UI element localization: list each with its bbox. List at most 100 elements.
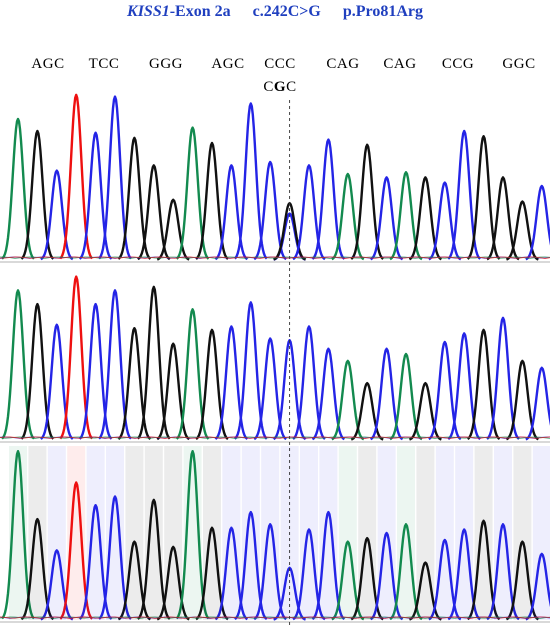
trace-panel [0, 275, 550, 443]
peak-c [292, 325, 326, 440]
peak-g [117, 540, 151, 621]
peak-c [40, 549, 74, 621]
codon-label: CAG [326, 56, 360, 72]
trace-panel [0, 93, 550, 263]
mutant-codon-label: CGC [263, 79, 296, 96]
peak-highlight [455, 446, 474, 620]
peak-c [214, 164, 249, 261]
peak-g [408, 176, 443, 261]
peak-g [505, 200, 539, 261]
peak-highlight [435, 446, 454, 620]
peak-g [466, 519, 501, 621]
peak-g [117, 136, 152, 260]
peak-highlight [532, 446, 550, 620]
peak-g [466, 328, 501, 440]
codon-label: AGC [211, 56, 245, 72]
codon-label: CCG [441, 56, 475, 72]
peak-c [40, 323, 74, 440]
peak-t [59, 481, 94, 620]
peak-highlight [125, 446, 144, 620]
peak-c [369, 531, 404, 621]
peak-g [156, 198, 190, 261]
peak-g [350, 537, 384, 621]
gene-name: KISS1 [127, 3, 170, 20]
peak-c [447, 528, 481, 621]
peak-highlight [377, 446, 396, 620]
peak-c [273, 566, 306, 621]
peak-a [331, 172, 365, 261]
peak-highlight [494, 446, 512, 620]
peak-highlight [106, 446, 124, 620]
peak-g [117, 327, 152, 440]
codon-label: AGC [31, 56, 65, 72]
peak-c [292, 164, 326, 261]
peak-c [525, 184, 550, 261]
peak-a [1, 117, 35, 260]
peak-c [292, 528, 326, 621]
peak-g [408, 382, 442, 441]
peak-highlight [358, 446, 377, 620]
peak-highlight [183, 446, 202, 620]
peak-c [428, 340, 462, 441]
peak-highlight [47, 446, 66, 620]
baseline-noise [0, 436, 550, 439]
peak-highlight [319, 446, 338, 620]
peak-highlight [9, 446, 27, 620]
peak-c [447, 332, 481, 441]
codon-label: TCC [88, 56, 120, 72]
peak-c [214, 325, 249, 440]
peak-highlight [164, 446, 183, 620]
peak-c [428, 538, 462, 621]
peak-c [311, 347, 346, 441]
peak-c [78, 302, 113, 440]
peak-g [20, 302, 55, 440]
peak-highlight [513, 446, 532, 620]
peak-g [350, 382, 384, 441]
peak-c [214, 526, 249, 621]
mutant-codon-suffix: C [286, 79, 297, 95]
peak-highlight [261, 446, 280, 620]
peak-g [195, 328, 229, 440]
peak-c [428, 181, 462, 261]
peak-highlight [397, 446, 415, 620]
peak-c [234, 510, 268, 621]
baseline-noise [0, 616, 550, 619]
peak-g [195, 526, 229, 621]
peak-c [486, 523, 520, 621]
peak-c [253, 337, 287, 441]
peak-highlight [222, 446, 241, 620]
baseline-noise [0, 256, 550, 259]
chart-title: KISS1-Exon 2a c.242C>G p.Pro81Arg [0, 3, 550, 21]
peak-c [78, 131, 113, 260]
mutant-base: G [273, 79, 287, 95]
mutant-codon-prefix: C [263, 79, 274, 95]
peak-highlight [67, 446, 86, 620]
baseline-noise [0, 256, 550, 259]
peak-a [1, 289, 35, 440]
peak-c [369, 347, 404, 441]
peak-highlight [300, 446, 318, 620]
peak-c [78, 504, 113, 620]
peak-a [175, 308, 210, 440]
peak-highlight [28, 446, 47, 620]
peak-g [408, 561, 442, 621]
peak-a [389, 171, 423, 261]
peak-g [505, 540, 539, 621]
peak-a [331, 540, 365, 621]
codon-label: CAG [383, 56, 417, 72]
peak-highlight [203, 446, 221, 620]
peak-highlight [338, 446, 357, 620]
codon-label: GGG [149, 56, 183, 72]
protein-change: p.Pro81Arg [342, 3, 423, 20]
peak-highlight [416, 446, 435, 620]
peak-t [59, 93, 94, 260]
trace-panel [0, 450, 550, 623]
peak-c [525, 552, 550, 621]
codon-label: GGC [502, 56, 536, 72]
peak-t [59, 275, 94, 440]
exon-label: -Exon 2a [169, 3, 231, 20]
peak-g [156, 545, 190, 621]
peak-c [369, 176, 404, 261]
peak-highlight [86, 446, 105, 620]
